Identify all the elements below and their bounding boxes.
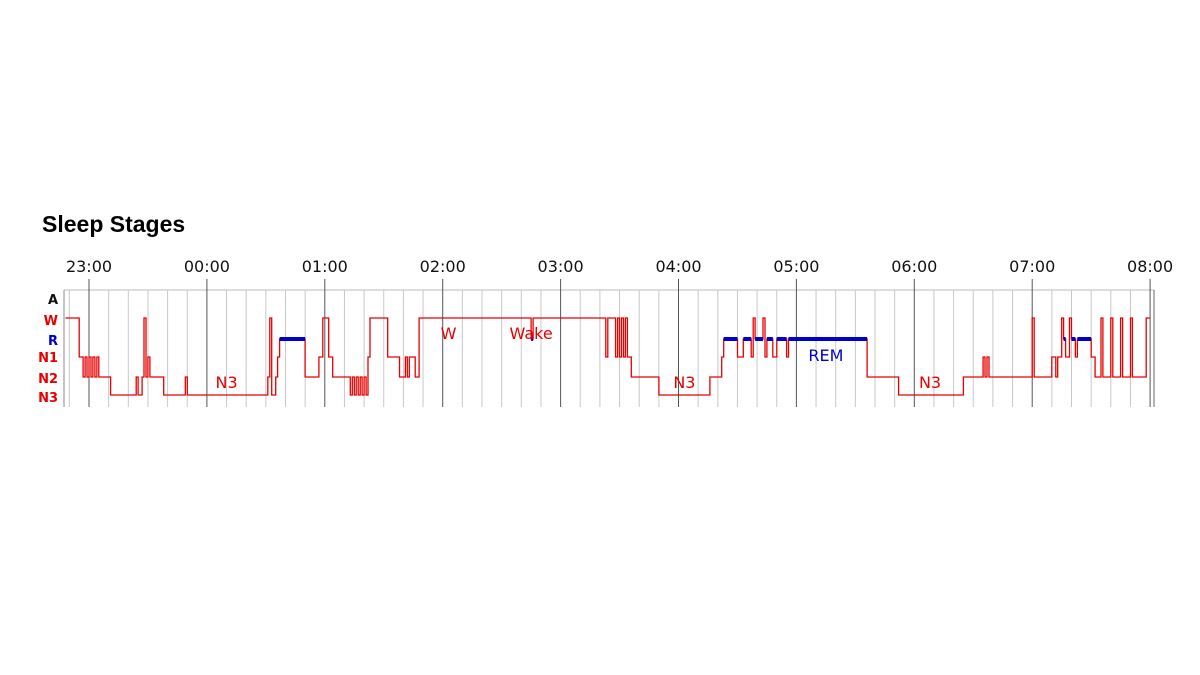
stage-annotation: N3 [673,373,695,392]
x-tick-label: 06:00 [891,257,937,276]
y-label-n3: N3 [38,391,58,406]
x-tick-label: 08:00 [1127,257,1173,276]
x-tick-label: 23:00 [66,257,112,276]
hypnogram-line [65,317,1151,396]
x-tick-label: 00:00 [184,257,230,276]
stage-annotation: N3 [919,373,941,392]
y-label-a: A [48,293,58,308]
x-tick-label: 05:00 [773,257,819,276]
x-tick-label: 04:00 [655,257,701,276]
y-axis-labels: AWR N1 N2 N3 [38,293,58,406]
x-tick-label: 03:00 [538,257,584,276]
y-label-n2: N2 [38,372,58,387]
y-label-r: R [48,334,58,349]
sleep-stage-chart: 23:00 00:00 01:00 02:00 03:00 04:00 05:00 06:00… [38,257,1173,407]
stage-annotation: Wake [510,324,553,343]
stage-annotation: REM [808,346,843,365]
x-tick-label: 07:00 [1009,257,1055,276]
y-label-n1: N1 [38,351,58,366]
hypnogram-series [65,317,1151,396]
x-axis-ticks: 23:00 00:00 01:00 02:00 03:00 04:00 05:00 06:00… [66,257,1173,407]
x-tick-label: 02:00 [420,257,466,276]
y-label-w: W [44,314,58,329]
x-tick-label: 01:00 [302,257,348,276]
stage-annotation: W [441,324,457,343]
stage-annotation: N3 [215,373,237,392]
chart-title: Sleep Stages [42,211,186,237]
annotations: N3 W Wake N3 REM N3 [215,324,941,392]
